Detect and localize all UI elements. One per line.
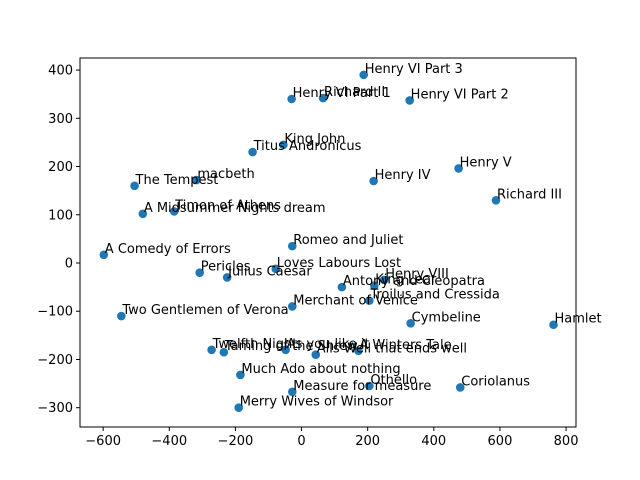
data-label: Pericles [201, 260, 251, 275]
data-label: Henry VI Part 1 [293, 86, 391, 101]
data-label: Julius Caesar [227, 264, 312, 279]
data-points [99, 70, 558, 413]
data-point [117, 311, 126, 321]
data-point [207, 345, 216, 355]
data-label: Hamlet [555, 312, 602, 327]
y-tick-label: −300 [37, 401, 73, 416]
data-label: Henry VI Part 2 [411, 87, 509, 102]
data-label: Much Ado about nothing [241, 362, 400, 377]
data-label: Othello [370, 373, 417, 388]
data-label: Troilus and Cressida [369, 288, 500, 303]
data-label: Richard II [324, 85, 385, 100]
data-label: Merchant of Venice [293, 293, 418, 308]
data-label: A Midsummer Nights dream [144, 201, 326, 216]
y-tick-label: 0 [65, 257, 73, 272]
x-tick-label: −600 [85, 434, 121, 449]
data-point [365, 296, 374, 305]
data-label: King Lear [375, 273, 437, 288]
data-point [281, 345, 290, 355]
data-point [369, 281, 379, 290]
data-point [287, 241, 297, 251]
data-label: Richard III [497, 187, 562, 202]
data-point [454, 164, 463, 173]
data-label: Cymbeline [412, 310, 481, 325]
data-point [337, 282, 347, 292]
data-point [354, 346, 363, 356]
data-point [549, 320, 558, 330]
data-label: Henry V [460, 155, 512, 170]
data-point [195, 268, 205, 277]
data-label: Antony and Cleopatra [343, 274, 485, 289]
data-point [192, 175, 201, 185]
data-label: King John [284, 132, 345, 147]
data-point [406, 318, 415, 328]
data-point [99, 250, 109, 260]
x-tick-label: 200 [355, 434, 380, 449]
x-tick-label: −200 [218, 434, 254, 449]
data-point [169, 207, 179, 216]
data-label: Measure for measure [293, 379, 431, 394]
data-label: Romeo and Juliet [293, 233, 403, 248]
axes: −600 −400 −200 0 200 400 600 800 −300 −200 −100 0 10… [37, 57, 579, 449]
data-point [219, 347, 229, 357]
data-label: A Comedy of Errors [105, 242, 231, 257]
data-label: Titus Andronicus [253, 139, 362, 154]
data-label: Alls Well that ends well [317, 342, 467, 357]
data-label: A Winters Tale [359, 338, 451, 353]
data-point [236, 370, 245, 380]
data-label: The Tempest [135, 173, 219, 188]
data-label: Loves Labours Lost [277, 256, 401, 271]
data-point [311, 350, 321, 359]
x-tick-label: 800 [554, 434, 579, 449]
plot-frame [79, 57, 577, 428]
data-label: Henry IV [375, 168, 431, 183]
data-point [318, 93, 328, 103]
data-point [405, 96, 414, 105]
data-label: macbeth [197, 167, 254, 182]
data-label: Coriolanus [461, 374, 530, 389]
data-label: Taming of the Shrew [224, 339, 358, 354]
data-point [234, 403, 244, 413]
data-label: As you like it [287, 337, 370, 352]
data-point [287, 387, 297, 397]
data-label: Twelfth Night [212, 337, 298, 352]
x-tick-label: 600 [488, 434, 513, 449]
data-point [287, 94, 296, 104]
data-point [138, 209, 148, 219]
data-point [455, 383, 465, 392]
data-label: Henry VIII [385, 267, 449, 282]
y-tick-label: 200 [48, 160, 73, 175]
y-tick-label: 300 [48, 112, 73, 127]
data-point [222, 273, 232, 282]
data-point [287, 302, 297, 311]
data-label: Henry VI Part 3 [365, 62, 463, 77]
data-label: Merry Wives of Windsor [240, 395, 394, 410]
x-tick-label: 0 [297, 434, 305, 449]
y-tick-label: 100 [48, 208, 73, 223]
data-point [491, 195, 501, 205]
y-tick-label: −100 [37, 305, 73, 320]
data-point [271, 264, 281, 274]
x-tick-label: 400 [421, 434, 446, 449]
x-tick-label: −400 [151, 434, 187, 449]
data-label: Two Gentlemen of Verona [121, 303, 288, 318]
y-tick-label: 400 [48, 64, 73, 79]
data-point [130, 181, 139, 191]
data-point [369, 176, 378, 186]
y-tick-label: −200 [37, 353, 73, 368]
data-point [279, 140, 288, 150]
data-point [365, 381, 374, 391]
data-point [359, 70, 369, 80]
data-point [379, 275, 389, 285]
data-point [248, 147, 257, 157]
data-label: Timon of Athens [174, 198, 281, 213]
